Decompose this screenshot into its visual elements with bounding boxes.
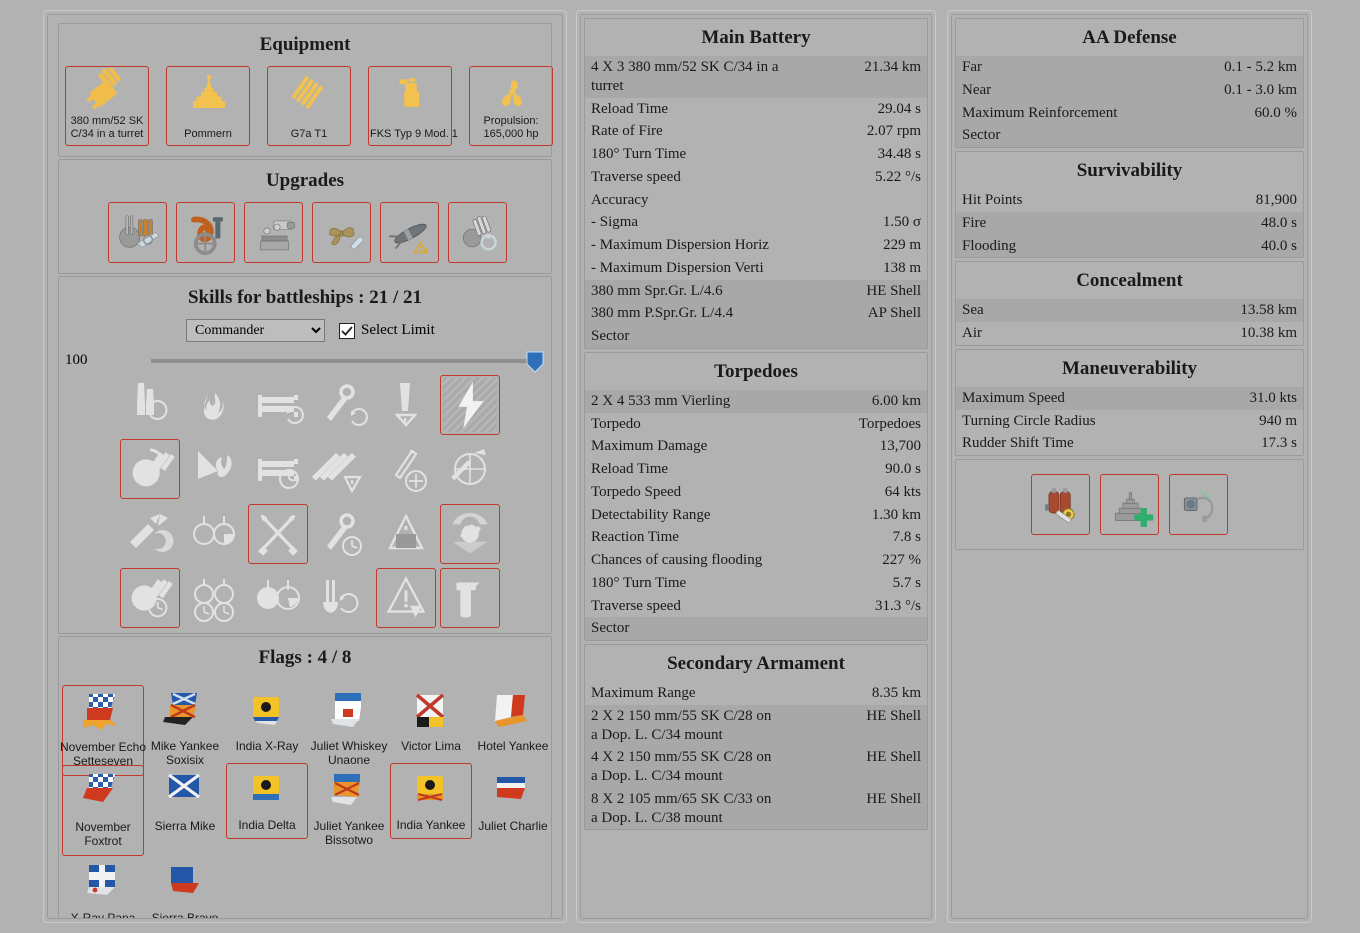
svg-text:!: !: [419, 245, 421, 253]
